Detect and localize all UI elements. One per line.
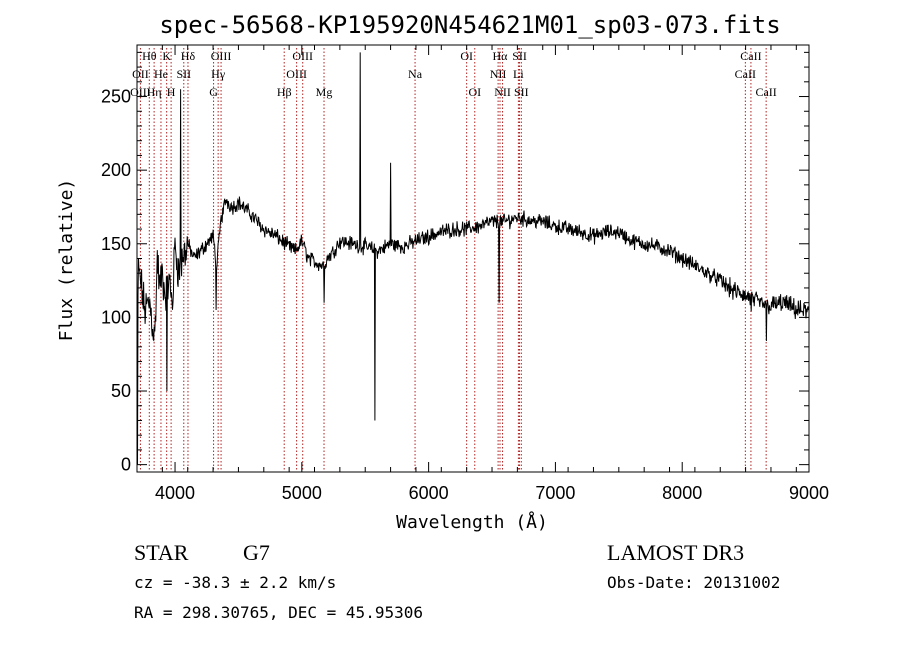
line-label: Hθ xyxy=(142,49,157,63)
x-tick-label: 5000 xyxy=(282,483,322,503)
y-tick-label: 200 xyxy=(101,160,131,180)
line-label: SII xyxy=(514,85,529,99)
object-subclass: G7 xyxy=(243,540,270,565)
x-tick-label: 8000 xyxy=(662,483,702,503)
x-axis-label: Wavelength (Å) xyxy=(396,511,548,533)
spectral-line-markers xyxy=(139,48,767,472)
line-label: OI xyxy=(468,85,481,99)
line-label: OIII xyxy=(286,67,307,81)
x-tick-label: 4000 xyxy=(155,483,195,503)
line-label: SII xyxy=(512,49,527,63)
line-label: Na xyxy=(408,67,423,81)
line-label: Hβ xyxy=(277,85,292,99)
plot-frame xyxy=(136,44,810,473)
y-axis-ticks: 0 50 100 150 200 250 xyxy=(101,51,809,475)
line-label: G xyxy=(209,85,218,99)
y-tick-label: 100 xyxy=(101,307,131,327)
redshift-cz: cz = -38.3 ± 2.2 km/s xyxy=(134,573,336,592)
y-tick-label: 50 xyxy=(111,381,131,401)
line-label: CaII xyxy=(755,85,776,99)
line-label: OIII xyxy=(211,49,232,63)
line-label: CaII xyxy=(740,49,761,63)
x-tick-label: 7000 xyxy=(535,483,575,503)
line-label: OIII xyxy=(292,49,313,63)
line-label: NII xyxy=(494,85,511,99)
line-label: OIII xyxy=(130,85,151,99)
line-label: Mg xyxy=(316,85,333,99)
survey-name: LAMOST DR3 xyxy=(607,540,744,565)
line-label: H xyxy=(167,85,176,99)
object-class: STAR xyxy=(134,540,189,565)
y-tick-label: 250 xyxy=(101,87,131,107)
line-label: OI xyxy=(460,49,473,63)
line-label: SII xyxy=(176,67,191,81)
x-tick-label: 9000 xyxy=(789,483,829,503)
x-tick-label: 6000 xyxy=(409,483,449,503)
line-label: Hδ xyxy=(181,49,196,63)
ra-dec-coordinates: RA = 298.30765, DEC = 45.95306 xyxy=(134,603,423,622)
line-label: K xyxy=(162,49,171,63)
line-label: NII xyxy=(490,67,507,81)
line-label: Hη xyxy=(147,85,162,99)
spectrum-series xyxy=(136,52,810,465)
line-label: OII xyxy=(132,67,149,81)
line-label: He xyxy=(154,67,168,81)
y-tick-label: 0 xyxy=(121,455,131,475)
y-axis-label: Flux (relative) xyxy=(56,179,77,342)
y-tick-label: 150 xyxy=(101,234,131,254)
line-label: Hγ xyxy=(211,67,226,81)
line-label: Li xyxy=(513,67,524,81)
chart-title: spec-56568-KP195920N454621M01_sp03-073.f… xyxy=(159,11,780,39)
x-axis-ticks: 4000 5000 6000 7000 8000 9000 xyxy=(136,45,829,503)
line-label: CaII xyxy=(735,67,756,81)
observation-date: Obs-Date: 20131002 xyxy=(607,573,780,592)
line-label: Hα xyxy=(493,49,509,63)
